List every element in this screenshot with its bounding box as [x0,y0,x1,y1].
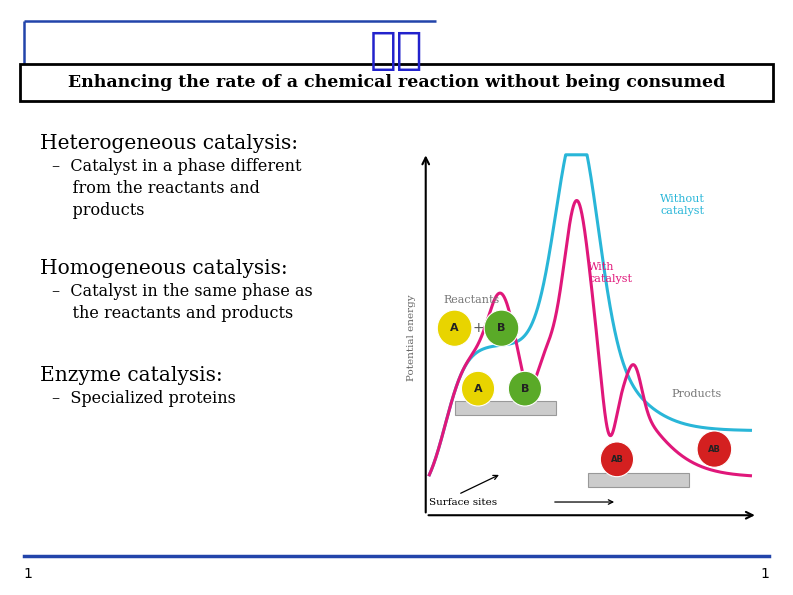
Text: –  Specialized proteins: – Specialized proteins [52,390,236,407]
Text: –  Catalyst in a phase different
    from the reactants and
    products: – Catalyst in a phase different from the… [52,158,301,219]
Text: Without
catalyst: Without catalyst [661,194,705,216]
FancyBboxPatch shape [20,64,773,101]
Text: AB: AB [611,455,623,464]
Text: AB: AB [708,444,721,453]
Text: A: A [473,384,482,394]
Text: A: A [450,323,459,333]
Text: B: B [521,384,529,394]
Text: Reactants: Reactants [444,295,500,305]
Text: Enhancing the rate of a chemical reaction without being consumed: Enhancing the rate of a chemical reactio… [68,74,725,91]
Text: –  Catalyst in the same phase as
    the reactants and products: – Catalyst in the same phase as the reac… [52,283,312,322]
Text: 1: 1 [760,567,769,581]
Circle shape [437,310,472,346]
Circle shape [697,431,732,467]
Bar [454,401,556,415]
Text: Surface sites: Surface sites [429,497,497,506]
Text: Potential energy: Potential energy [407,295,416,381]
Text: Products: Products [671,389,722,399]
Circle shape [485,310,519,346]
Text: B: B [497,323,506,333]
Text: 1: 1 [24,567,33,581]
Text: +: + [472,321,484,335]
Circle shape [462,371,495,406]
Text: With
catalyst: With catalyst [588,262,632,284]
Text: Homogeneous catalysis:: Homogeneous catalysis: [40,259,287,278]
Circle shape [508,371,542,406]
Text: 催化: 催化 [370,29,423,72]
Text: Enzyme catalysis:: Enzyme catalysis: [40,366,222,385]
Circle shape [600,442,634,477]
Text: Heterogeneous catalysis:: Heterogeneous catalysis: [40,134,298,153]
Bar [588,472,689,487]
